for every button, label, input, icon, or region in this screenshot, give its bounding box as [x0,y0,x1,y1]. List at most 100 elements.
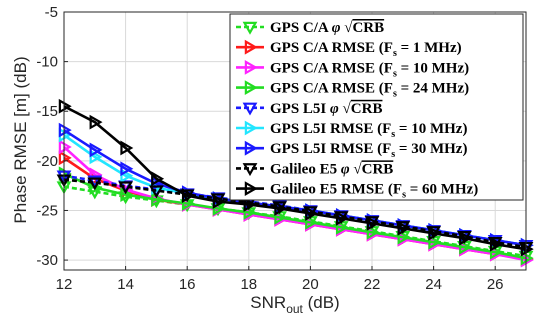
legend-entry-3: GPS C/A RMSE (Fs = 24 MHz) [236,80,469,100]
series-8-point-1 [89,114,103,130]
legend-label-tail-3: = 24 MHz) [397,81,469,97]
series-8-point-10 [366,215,380,231]
x-tick-label-5: 22 [364,276,381,293]
legend-marker-8 [244,181,258,196]
y-tick-label-1: -10 [36,54,58,71]
series-8-point-8 [305,206,319,221]
legend-label-phi-7: φ [341,161,354,177]
x-tick-label-2: 16 [179,276,196,293]
plot-frame [63,11,527,271]
legend-label-3: GPS C/A RMSE (Fs = 24 MHz) [270,81,469,100]
series-3-point-8 [305,214,319,230]
legend-label-main-8: Galileo E5 RMSE (F [270,182,402,198]
series-line-3 [63,172,527,260]
series-5-point-1 [89,149,103,165]
y-tick-label-5: -30 [36,252,58,269]
series-8-point-4 [181,188,195,203]
legend-entry-7: Galileo E5 φ √CRB [236,161,393,177]
y-tick-label-4: -25 [36,202,58,219]
legend-label-phi-0: φ [332,20,345,36]
legend-label-radical-0: √ [344,20,353,36]
legend-label-tail-1: = 1 MHz) [397,40,462,56]
series-7-point-1 [87,177,103,191]
series-8-point-13 [459,230,473,246]
series-8-point-14 [489,236,503,252]
series-5-point-2 [120,168,134,184]
series-8-point-0 [58,98,72,114]
legend-label-main-5: GPS L5I RMSE (F [270,121,391,137]
x-axis-title-sub: out [286,302,303,316]
y-tick-label-0: -5 [45,4,58,21]
legend-entry-8: Galileo E5 RMSE (Fs = 60 MHz) [236,181,478,201]
legend-entry-2: GPS C/A RMSE (Fs = 10 MHz) [236,60,469,79]
legend-marker-1 [244,39,258,55]
series-3-point-9 [335,219,349,235]
x-tick-label-3: 18 [240,276,257,293]
x-axis-title-unit: (dB) [303,293,340,312]
series-6-point-2 [120,161,134,177]
legend-marker-5 [244,120,258,136]
series-3-point-6 [243,205,257,220]
series-3-point-12 [428,234,442,250]
legend-label-phi-4: φ [330,101,343,117]
series-8-point-9 [335,211,349,226]
x-tick-label-6: 24 [425,276,442,293]
legend-marker-3 [244,80,258,95]
series-8-point-6 [243,197,257,212]
series-8-point-3 [151,171,165,187]
series-line-2 [63,145,527,262]
legend-label-crb-4: CRB [351,101,383,117]
legend-label-5: GPS L5I RMSE (Fs = 10 MHz) [270,121,467,140]
series-3-point-14 [489,244,503,260]
x-tick-label-7: 26 [487,276,504,293]
x-axis-title: SNRout (dB) [250,293,339,316]
legend-label-tail-2: = 10 MHz) [397,60,469,76]
legend-box [229,13,524,201]
axes-layer: 12 14 16 18 20 22 24 26 -5 -10 -15 -20 -25 -30 [36,4,503,293]
series-layer [56,98,534,268]
legend-label-main-0: GPS C/A [270,20,332,36]
legend-label-1: GPS C/A RMSE (Fs = 1 MHz) [270,40,462,59]
legend-label-8: Galileo E5 RMSE (Fs = 60 MHz) [270,182,478,201]
x-tick-label-0: 12 [56,276,73,293]
legend-marker-0 [242,21,258,35]
legend-label-4: GPS L5I φ √CRB [270,101,382,117]
series-8 [58,98,534,257]
legend-label-main-2: GPS C/A RMSE (F [270,60,393,76]
legend-label-main-3: GPS C/A RMSE (F [270,81,393,97]
legend-label-0: GPS C/A φ √CRB [270,20,384,36]
series-6-point-1 [89,142,103,158]
series-3-point-15 [520,250,534,266]
legend-label-main-6: GPS L5I RMSE (F [270,141,391,157]
series-7-point-3 [149,185,164,199]
legend-marker-7 [242,163,258,177]
legend-label-sub-1: s [393,48,397,59]
legend-marker-4 [242,102,258,116]
legend-label-sub-5: s [391,129,395,140]
series-8-point-2 [120,140,134,156]
legend-label-main-4: GPS L5I [270,101,330,117]
legend-label-main-7: Galileo E5 [270,161,341,177]
legend-label-main-1: GPS C/A RMSE (F [270,40,393,56]
legend-label-crb-7: CRB [362,161,394,177]
legend-label-tail-5: = 10 MHz) [395,121,467,137]
series-line-7 [63,178,527,249]
legend-entry-6: GPS L5I RMSE (Fs = 30 MHz) [236,140,467,160]
legend-entry-5: GPS L5I RMSE (Fs = 10 MHz) [236,120,467,140]
legend-entry-4: GPS L5I φ √CRB [236,101,382,117]
x-tick-label-1: 14 [117,276,134,293]
legend-label-sub-6: s [391,149,395,160]
series-6-point-0 [58,122,72,138]
legend-label-2: GPS C/A RMSE (Fs = 10 MHz) [270,60,469,79]
legend-entry-0: GPS C/A φ √CRB [236,20,384,36]
series-8-point-11 [397,220,411,236]
legend-label-6: GPS L5I RMSE (Fs = 30 MHz) [270,141,467,160]
legend-label-radical-7: √ [353,161,362,177]
legend-label-tail-8: = 60 MHz) [406,182,478,198]
legend-label-sub-3: s [393,89,397,100]
series-8-point-12 [428,225,442,241]
legend-entry-1: GPS C/A RMSE (Fs = 1 MHz) [236,39,462,59]
series-3-point-5 [212,201,226,216]
